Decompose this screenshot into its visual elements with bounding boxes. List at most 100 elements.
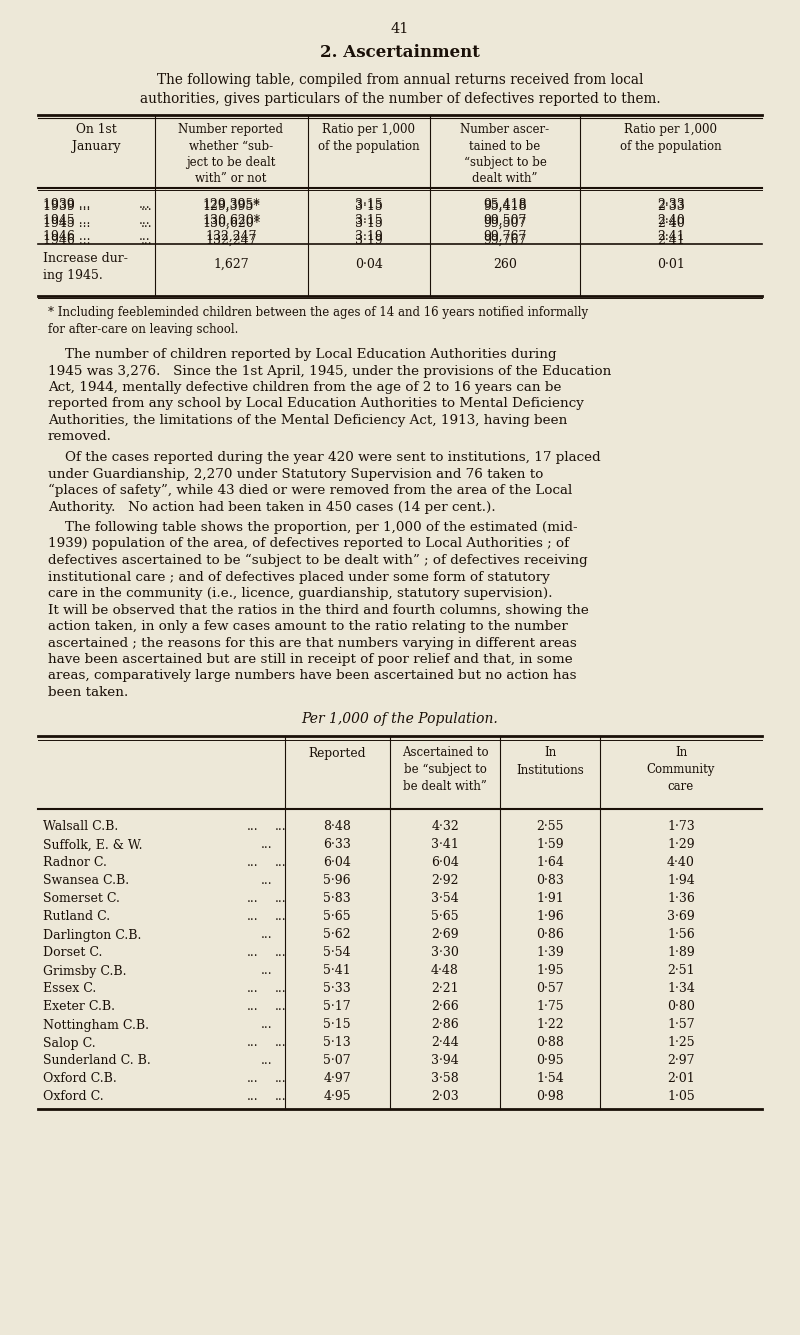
Text: 5·41: 5·41: [323, 964, 351, 977]
Text: ...: ...: [247, 1036, 258, 1049]
Text: Dorset C.: Dorset C.: [43, 947, 102, 960]
Text: 41: 41: [391, 21, 409, 36]
Text: 1·94: 1·94: [667, 874, 695, 888]
Text: 99,767: 99,767: [483, 230, 526, 243]
Text: 1,627: 1,627: [213, 258, 249, 271]
Text: 2·41: 2·41: [657, 234, 685, 247]
Text: 3·69: 3·69: [667, 910, 695, 924]
Text: action taken, in only a few cases amount to the ratio relating to the number: action taken, in only a few cases amount…: [48, 619, 568, 633]
Text: ...: ...: [138, 198, 150, 211]
Text: 2·66: 2·66: [431, 1000, 459, 1013]
Text: 3·15: 3·15: [355, 198, 383, 211]
Text: 99,767: 99,767: [483, 234, 526, 247]
Text: ...: ...: [247, 1091, 258, 1104]
Text: Suffolk, E. & W.: Suffolk, E. & W.: [43, 838, 142, 852]
Text: 0·04: 0·04: [355, 258, 383, 271]
Text: Oxford C.: Oxford C.: [43, 1091, 104, 1104]
Text: “places of safety”, while 43 died or were removed from the area of the Local: “places of safety”, while 43 died or wer…: [48, 485, 572, 497]
Text: 1·05: 1·05: [667, 1091, 695, 1104]
Text: ascertained ; the reasons for this are that numbers varying in different areas: ascertained ; the reasons for this are t…: [48, 637, 577, 650]
Text: 5·07: 5·07: [323, 1055, 351, 1068]
Text: Darlington C.B.: Darlington C.B.: [43, 929, 142, 941]
Text: ...: ...: [138, 214, 150, 227]
Text: ...: ...: [247, 821, 258, 833]
Text: 1·95: 1·95: [536, 964, 564, 977]
Text: ...: ...: [140, 200, 152, 214]
Text: 1·75: 1·75: [536, 1000, 564, 1013]
Text: Act, 1944, mentally defective children from the age of 2 to 16 years can be: Act, 1944, mentally defective children f…: [48, 380, 562, 394]
Text: ...: ...: [261, 838, 273, 852]
Text: 3·94: 3·94: [431, 1055, 459, 1068]
Text: ...: ...: [275, 947, 286, 960]
Text: Essex C.: Essex C.: [43, 983, 96, 996]
Text: 0·98: 0·98: [536, 1091, 564, 1104]
Text: 4·32: 4·32: [431, 821, 459, 833]
Text: ...: ...: [247, 857, 258, 869]
Text: been taken.: been taken.: [48, 686, 128, 700]
Text: Ratio per 1,000
of the population: Ratio per 1,000 of the population: [620, 123, 722, 154]
Text: 4·97: 4·97: [323, 1072, 351, 1085]
Text: 3·19: 3·19: [355, 230, 383, 243]
Text: ...: ...: [261, 1019, 273, 1032]
Text: Of the cases reported during the year 420 were sent to institutions, 17 placed: Of the cases reported during the year 42…: [48, 451, 601, 465]
Text: It will be observed that the ratios in the third and fourth columns, showing the: It will be observed that the ratios in t…: [48, 603, 589, 617]
Text: Somerset C.: Somerset C.: [43, 893, 120, 905]
Text: 1·56: 1·56: [667, 929, 695, 941]
Text: 5·54: 5·54: [323, 947, 351, 960]
Text: 0·57: 0·57: [536, 983, 564, 996]
Text: 95,418: 95,418: [483, 200, 527, 214]
Text: 5·65: 5·65: [323, 910, 351, 924]
Text: 5·13: 5·13: [323, 1036, 351, 1049]
Text: care in the community (i.e., licence, guardianship, statutory supervision).: care in the community (i.e., licence, gu…: [48, 587, 553, 599]
Text: Increase dur-
ing 1945.: Increase dur- ing 1945.: [43, 252, 128, 282]
Text: The following table shows the proportion, per 1,000 of the estimated (mid-: The following table shows the proportion…: [48, 521, 578, 534]
Text: 5·65: 5·65: [431, 910, 459, 924]
Text: ...: ...: [247, 1000, 258, 1013]
Text: Reported: Reported: [308, 746, 366, 760]
Text: 0·95: 0·95: [536, 1055, 564, 1068]
Text: Authorities, the limitations of the Mental Deficiency Act, 1913, having been: Authorities, the limitations of the Ment…: [48, 414, 567, 427]
Text: 3·30: 3·30: [431, 947, 459, 960]
Text: 2·86: 2·86: [431, 1019, 459, 1032]
Text: have been ascertained but are still in receipt of poor relief and that, in some: have been ascertained but are still in r…: [48, 653, 573, 666]
Text: ...: ...: [275, 893, 286, 905]
Text: 6·04: 6·04: [431, 857, 459, 869]
Text: 5·17: 5·17: [323, 1000, 351, 1013]
Text: 2·01: 2·01: [667, 1072, 695, 1085]
Text: ...: ...: [261, 929, 273, 941]
Text: ...: ...: [247, 893, 258, 905]
Text: 2·03: 2·03: [431, 1091, 459, 1104]
Text: Sunderland C. B.: Sunderland C. B.: [43, 1055, 150, 1068]
Text: 95,418: 95,418: [483, 198, 527, 211]
Text: Salop C.: Salop C.: [43, 1036, 96, 1049]
Text: Swansea C.B.: Swansea C.B.: [43, 874, 129, 888]
Text: ...: ...: [138, 230, 150, 243]
Text: 1946 ...: 1946 ...: [43, 230, 90, 243]
Text: 2·21: 2·21: [431, 983, 459, 996]
Text: The number of children reported by Local Education Authorities during: The number of children reported by Local…: [48, 348, 557, 360]
Text: 1939 ...: 1939 ...: [43, 200, 90, 214]
Text: 0·80: 0·80: [667, 1000, 695, 1013]
Text: 3·15: 3·15: [355, 218, 383, 230]
Text: 1·39: 1·39: [536, 947, 564, 960]
Text: ...: ...: [275, 821, 286, 833]
Text: 0·01: 0·01: [657, 258, 685, 271]
Text: 0·86: 0·86: [536, 929, 564, 941]
Text: 1·91: 1·91: [536, 893, 564, 905]
Text: 1·54: 1·54: [536, 1072, 564, 1085]
Text: ...: ...: [261, 964, 273, 977]
Text: 1·36: 1·36: [667, 893, 695, 905]
Text: 129,395*: 129,395*: [202, 198, 260, 211]
Text: 5·62: 5·62: [323, 929, 351, 941]
Text: ...: ...: [275, 983, 286, 996]
Text: ...: ...: [140, 218, 152, 230]
Text: In
Community
care: In Community care: [647, 746, 715, 793]
Text: ...: ...: [275, 1072, 286, 1085]
Text: 1·34: 1·34: [667, 983, 695, 996]
Text: 1·22: 1·22: [536, 1019, 564, 1032]
Text: 2·69: 2·69: [431, 929, 459, 941]
Text: 3·19: 3·19: [355, 234, 383, 247]
Text: 2·51: 2·51: [667, 964, 695, 977]
Text: defectives ascertained to be “subject to be dealt with” ; of defectives receivin: defectives ascertained to be “subject to…: [48, 554, 588, 567]
Text: 6·04: 6·04: [323, 857, 351, 869]
